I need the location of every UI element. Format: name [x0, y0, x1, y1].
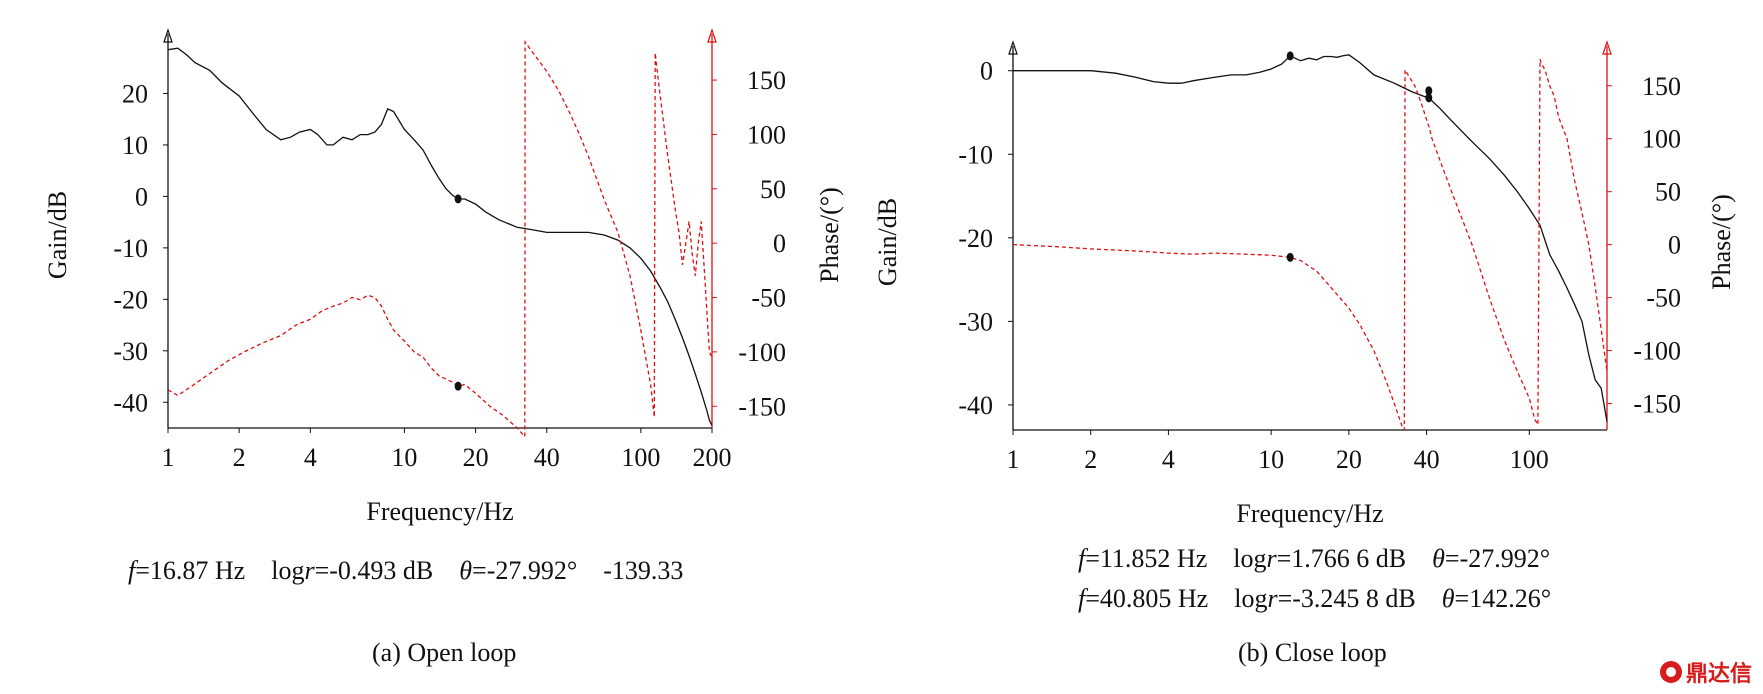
- readout-b-line-1: f=11.852 Hz logr=1.766 6 dB θ=-27.992°: [1078, 544, 1551, 573]
- y-tick-label-a: 20: [122, 79, 148, 108]
- x-tick-label-b: 2: [1084, 445, 1097, 474]
- y2-axis-label-b: Phase/(°): [1707, 194, 1736, 290]
- readout-a-line-1: f=16.87 Hz logr=-0.493 dB θ=-27.992° -13…: [128, 556, 684, 585]
- cursor-marker-a: [454, 381, 462, 391]
- y-tick-label-b: -20: [958, 224, 993, 253]
- y-tick-label-b: -10: [958, 140, 993, 169]
- y2-tick-label-a: -50: [751, 284, 786, 313]
- cursor-marker-b: [1425, 93, 1433, 103]
- phase-line-a: [167, 39, 713, 439]
- gain-line-b: [1013, 54, 1608, 422]
- cursor-marker-b: [1286, 252, 1294, 262]
- y-axis-left-arrow-b: [1008, 40, 1018, 55]
- y2-tick-label-b: 50: [1655, 178, 1681, 207]
- x-tick-label-b: 40: [1414, 445, 1440, 474]
- y2-tick-label-b: 0: [1668, 231, 1681, 260]
- y-axis-right-arrow-a: [707, 28, 717, 43]
- logo: 鼎达信: [1660, 656, 1752, 688]
- x-axis-label-b: Frequency/Hz: [1236, 499, 1383, 528]
- y2-tick-label-a: -150: [738, 392, 786, 421]
- caption-close-loop: (b) Close loop: [1238, 638, 1387, 667]
- y-tick-label-a: -20: [113, 285, 148, 314]
- y-tick-label-a: 10: [122, 131, 148, 160]
- y-tick-label-b: 0: [980, 57, 993, 86]
- y2-axis-label-a: Phase/(°): [815, 187, 844, 283]
- logo-text: 鼎达信: [1686, 662, 1753, 687]
- y2-tick-label-a: 0: [773, 229, 786, 258]
- x-tick-label-b: 1: [1007, 445, 1020, 474]
- gain-line-a: [167, 47, 713, 426]
- y2-tick-label-b: -150: [1633, 390, 1681, 419]
- y-tick-label-a: -40: [113, 388, 148, 417]
- y-axis-label-b: Gain/dB: [873, 198, 902, 286]
- x-tick-label-a: 10: [391, 443, 417, 472]
- x-tick-label-a: 20: [463, 443, 489, 472]
- y2-tick-label-a: 100: [747, 120, 786, 149]
- y2-tick-label-a: 150: [747, 66, 786, 95]
- cursor-marker-b: [1286, 51, 1294, 61]
- x-tick-label-a: 2: [233, 443, 246, 472]
- y-tick-label-b: -40: [958, 391, 993, 420]
- y2-tick-label-a: -100: [738, 338, 786, 367]
- chart-b: 1 2 4 10 20 40 100 0 -10 -20 -30 -40 150 100 50 0 -50 -10…: [873, 40, 1736, 528]
- y-tick-label-a: -10: [113, 234, 148, 263]
- y-axis-right-arrow-b: [1602, 40, 1612, 55]
- x-tick-label-b: 100: [1510, 445, 1549, 474]
- x-tick-label-b: 4: [1162, 445, 1175, 474]
- phase-line-b: [1012, 59, 1608, 431]
- y2-tick-label-a: 50: [760, 175, 786, 204]
- x-tick-label-b: 20: [1336, 445, 1362, 474]
- x-axis-label-a: Frequency/Hz: [366, 497, 513, 526]
- y2-tick-label-b: -100: [1633, 337, 1681, 366]
- y2-tick-label-b: 150: [1642, 72, 1681, 101]
- caption-open-loop: (a) Open loop: [372, 638, 517, 667]
- y-tick-label-a: 0: [135, 182, 148, 211]
- x-tick-label-a: 1: [162, 443, 175, 472]
- y-axis-label-a: Gain/dB: [43, 191, 72, 279]
- logo-mark-icon: [1660, 661, 1682, 683]
- readout-b-line-2: f=40.805 Hz logr=-3.245 8 dB θ=142.26°: [1078, 584, 1552, 613]
- x-tick-label-a: 100: [621, 443, 660, 472]
- chart-a: 1 2 4 10 20 40 100 20020100-10-20-30-4015010050…: [43, 28, 844, 526]
- x-tick-label-a: 4: [304, 443, 317, 472]
- cursor-marker-b: [1425, 86, 1433, 96]
- y-tick-label-a: -30: [113, 337, 148, 366]
- cursor-marker-a: [454, 194, 462, 204]
- y-axis-left-arrow-a: [163, 28, 173, 43]
- y2-tick-label-b: 100: [1642, 125, 1681, 154]
- y-tick-label-b: -30: [958, 307, 993, 336]
- x-tick-label-b: 10: [1258, 445, 1284, 474]
- x-tick-label-a: 40: [534, 443, 560, 472]
- y2-tick-label-b: -50: [1646, 284, 1681, 313]
- x-tick-label-a: 200: [693, 443, 732, 472]
